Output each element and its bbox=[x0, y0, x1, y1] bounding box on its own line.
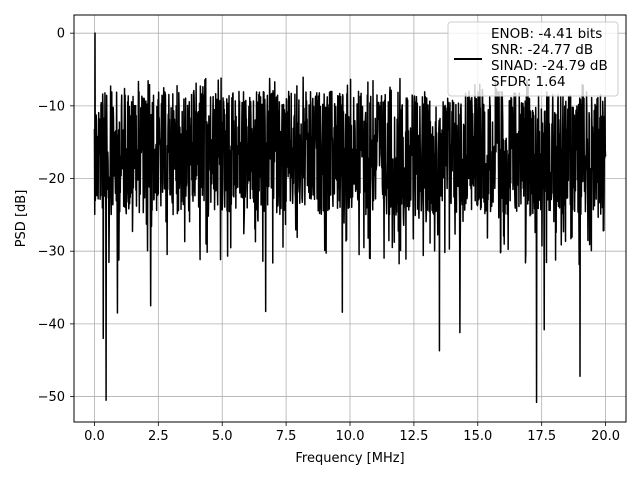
y-tick-label: 0 bbox=[57, 27, 65, 42]
legend-entry: SFDR: 1.64 bbox=[491, 74, 566, 90]
y-axis: 0 −10 −20 −30 −40 −50 bbox=[38, 27, 74, 405]
x-tick-label: 5.0 bbox=[212, 429, 233, 444]
x-axis-label: Frequency [MHz] bbox=[295, 451, 404, 466]
x-tick-label: 2.5 bbox=[148, 429, 169, 444]
series-line bbox=[93, 32, 607, 404]
x-tick-label: 10.0 bbox=[336, 429, 365, 444]
x-tick-label: 12.5 bbox=[399, 429, 428, 444]
plot-area bbox=[93, 32, 607, 404]
x-tick-label: 15.0 bbox=[463, 429, 492, 444]
legend-entry: SINAD: -24.79 dB bbox=[491, 58, 608, 74]
legend-entry: SNR: -24.77 dB bbox=[491, 42, 593, 58]
y-tick-label: −10 bbox=[38, 99, 65, 114]
x-tick-label: 17.5 bbox=[527, 429, 556, 444]
y-tick-label: −30 bbox=[38, 245, 65, 260]
x-tick-label: 0.0 bbox=[84, 429, 105, 444]
y-tick-label: −50 bbox=[38, 390, 65, 405]
x-tick-label: 7.5 bbox=[276, 429, 297, 444]
legend-box bbox=[447, 21, 619, 97]
legend-entry: ENOB: -4.41 bits bbox=[491, 26, 602, 42]
x-axis: 0.0 2.5 5.0 7.5 10.0 12.5 15.0 17.5 20.0 bbox=[84, 422, 620, 444]
x-tick-label: 20.0 bbox=[591, 429, 620, 444]
y-axis-label: PSD [dB] bbox=[14, 190, 29, 248]
y-tick-label: −40 bbox=[38, 317, 65, 332]
y-tick-label: −20 bbox=[38, 172, 65, 187]
